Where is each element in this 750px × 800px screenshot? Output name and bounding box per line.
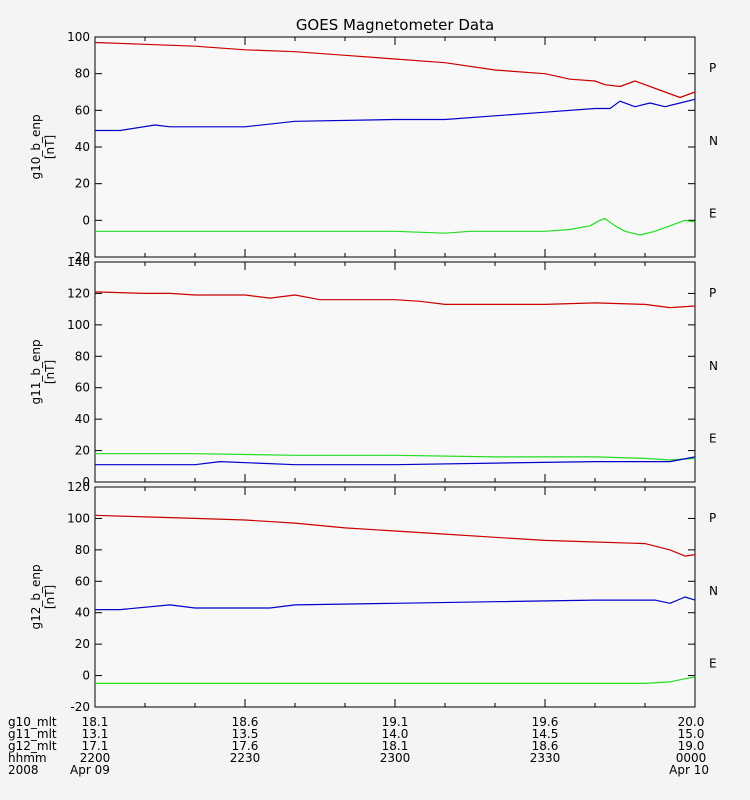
y-axis-label: g11_b_enp — [29, 339, 43, 404]
x-tick-label: 17.1 — [82, 739, 109, 753]
legend-label-p: P — [709, 511, 716, 525]
series-line-n — [95, 676, 696, 684]
panel-frame — [94, 486, 696, 708]
y-tick-label: 20 — [75, 177, 90, 191]
x-axis-tick-rows: g10_mlt 18.1 18.6 19.1 19.6 20.0 g11_mlt 13.1 13… — [8, 715, 709, 777]
y-tick-label: 60 — [75, 381, 90, 395]
y-tick-label: 120 — [67, 480, 90, 494]
x-tick-label: 19.6 — [532, 715, 559, 729]
series-line-p — [94, 514, 696, 557]
y-tick-label: -20 — [70, 700, 90, 714]
legend-label-p: P — [709, 286, 716, 300]
panel-1: -20 0 20 40 60 80 100 g10_b_enp [nT] P N E — [29, 30, 718, 264]
series-line-e — [95, 456, 696, 466]
x-row-label: 2008 — [8, 763, 39, 777]
x-tick-label: 13.5 — [232, 727, 259, 741]
legend-label-e: E — [709, 206, 717, 220]
x-row-label: g12_mlt — [8, 739, 57, 753]
x-tick-label: 0000 — [676, 751, 707, 765]
x-tick-label: Apr 09 — [70, 763, 110, 777]
x-tick-label: 2230 — [230, 751, 261, 765]
panel-2: 0 20 40 60 80 100 120 140 g11_b_enp [nT] P N E — [29, 255, 718, 489]
x-tick-label: 18.6 — [232, 715, 259, 729]
y-tick-label: 100 — [67, 318, 90, 332]
y-axis-unit: [nT] — [43, 135, 57, 159]
panel-3: -20 0 20 40 60 80 100 120 g12_b_enp [nT] P N E — [29, 480, 718, 714]
y-axis-unit: [nT] — [43, 585, 57, 609]
series-line-n — [95, 217, 696, 236]
series-line-n — [95, 453, 696, 461]
y-tick-label: 80 — [75, 349, 90, 363]
series-line-e — [95, 596, 696, 611]
panel-frame — [94, 36, 696, 258]
x-tick-label: 18.6 — [532, 739, 559, 753]
y-tick-label: 40 — [75, 412, 90, 426]
x-tick-label: 18.1 — [82, 715, 109, 729]
legend-label-n: N — [709, 584, 718, 598]
y-tick-label: 0 — [82, 475, 90, 489]
y-tick-label: 140 — [67, 255, 90, 269]
x-tick-label: 17.6 — [232, 739, 259, 753]
x-tick-label: 20.0 — [678, 715, 705, 729]
y-tick-label: 40 — [75, 606, 90, 620]
y-tick-label: -20 — [70, 250, 90, 264]
y-tick-label: 0 — [82, 213, 90, 227]
y-tick-label: 0 — [82, 669, 90, 683]
x-row-label: hhmm — [8, 751, 47, 765]
y-axis-unit: [nT] — [43, 360, 57, 384]
y-tick-label: 20 — [75, 444, 90, 458]
x-tick-label: 2300 — [380, 751, 411, 765]
x-tick-label: 19.1 — [382, 715, 409, 729]
y-axis-label: g10_b_enp — [29, 114, 43, 179]
x-tick-label: 14.5 — [532, 727, 559, 741]
y-tick-label: 100 — [67, 511, 90, 525]
series-line-p — [94, 291, 696, 309]
y-tick-label: 100 — [67, 30, 90, 44]
y-tick-label: 60 — [75, 574, 90, 588]
legend-label-p: P — [709, 61, 716, 75]
legend-label-n: N — [709, 134, 718, 148]
x-tick-label: Apr 10 — [669, 763, 709, 777]
y-tick-label: 80 — [75, 543, 90, 557]
legend-label-e: E — [709, 431, 717, 445]
y-tick-label: 20 — [75, 637, 90, 651]
x-tick-label: 14.0 — [382, 727, 409, 741]
x-tick-label: 19.0 — [678, 739, 705, 753]
y-axis-label: g12_b_enp — [29, 564, 43, 629]
x-tick-label: 2200 — [80, 751, 111, 765]
x-row-label: g11_mlt — [8, 727, 57, 741]
legend-label-e: E — [709, 656, 717, 670]
chart-title: GOES Magnetometer Data — [296, 16, 494, 34]
y-tick-label: 40 — [75, 140, 90, 154]
y-tick-label: 60 — [75, 103, 90, 117]
y-tick-label: 120 — [67, 286, 90, 300]
x-tick-label: 13.1 — [82, 727, 109, 741]
x-row-label: g10_mlt — [8, 715, 57, 729]
series-line-e — [95, 98, 696, 132]
x-tick-label: 15.0 — [678, 727, 705, 741]
series-line-p — [94, 41, 696, 99]
x-tick-label: 18.1 — [382, 739, 409, 753]
y-tick-label: 80 — [75, 67, 90, 81]
panel-frame — [94, 261, 696, 483]
legend-label-n: N — [709, 359, 718, 373]
x-tick-label: 2330 — [530, 751, 561, 765]
